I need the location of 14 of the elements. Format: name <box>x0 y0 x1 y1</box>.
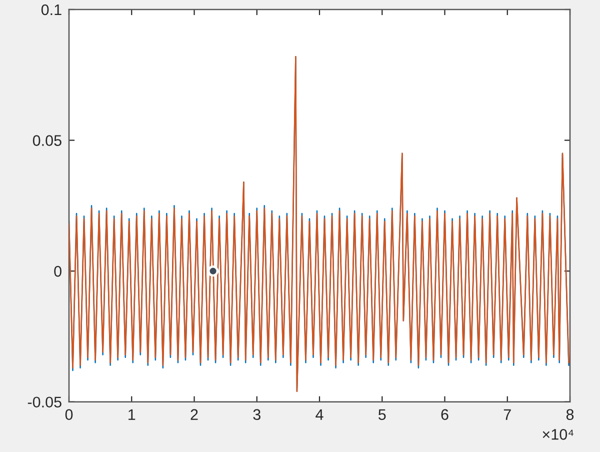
x-tick-label: 6 <box>441 409 448 420</box>
x-tick-label: 4 <box>316 409 324 420</box>
x-tick-label: 2 <box>190 409 198 420</box>
x-tick-label: 5 <box>378 409 386 420</box>
y-tick-label: 0.1 <box>41 4 62 16</box>
y-tick-label: -0.05 <box>28 396 62 408</box>
y-tick-label: 0.05 <box>32 135 62 146</box>
x-tick-label: 8 <box>566 409 574 420</box>
x-tick-label: 3 <box>253 409 260 420</box>
y-tick-label: 0 <box>54 266 62 277</box>
x-tick-label: 7 <box>504 409 511 420</box>
x-tick-label: 0 <box>65 409 73 420</box>
text: ×10⁴ <box>542 429 574 440</box>
x-tick-label: 1 <box>128 409 136 420</box>
